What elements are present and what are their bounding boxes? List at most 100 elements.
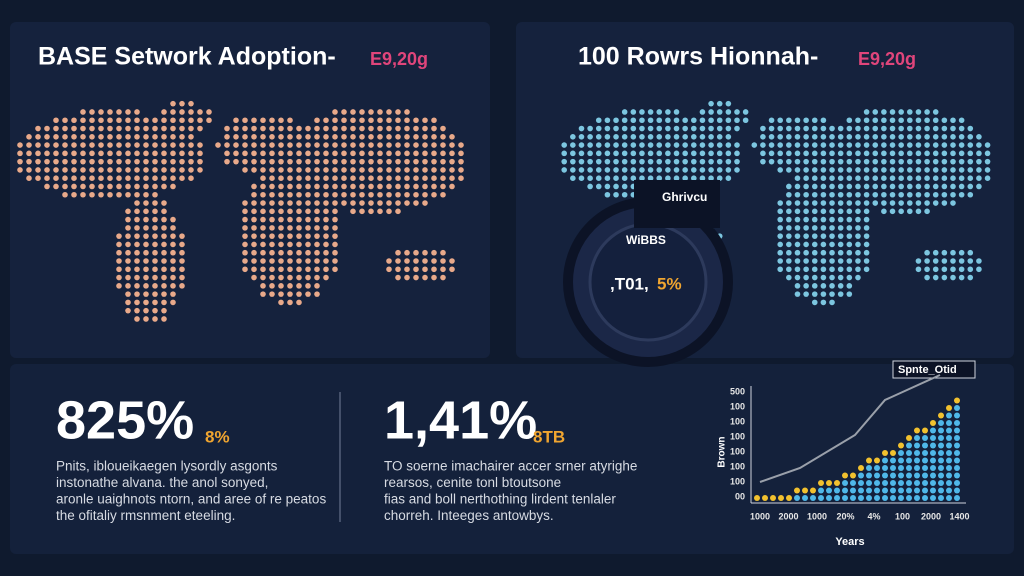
panel-title: 100 Rowrs Hionnah- xyxy=(578,43,818,71)
chart-dot xyxy=(906,442,912,449)
map-dot xyxy=(803,175,809,181)
map-dot xyxy=(251,241,257,248)
gauge-card xyxy=(634,180,720,228)
map-dot xyxy=(26,142,32,148)
y-tick-label: 100 xyxy=(730,446,745,456)
map-dot xyxy=(332,208,338,215)
map-dot xyxy=(269,117,275,124)
map-dot xyxy=(125,167,131,173)
map-dot xyxy=(604,142,611,148)
map-dot xyxy=(889,158,896,165)
map-dot xyxy=(855,266,861,273)
map-dot xyxy=(855,241,861,248)
map-dot xyxy=(846,175,853,181)
map-dot xyxy=(924,167,930,173)
map-dot xyxy=(287,158,293,165)
map-dot xyxy=(630,117,637,124)
map-dot xyxy=(811,191,818,198)
map-dot xyxy=(803,158,809,165)
map-dot xyxy=(89,117,95,124)
map-dot xyxy=(837,191,844,198)
map-dot xyxy=(958,191,965,198)
map-dot xyxy=(777,150,783,157)
map-dot xyxy=(915,109,922,115)
chart-dot xyxy=(946,405,952,411)
map-dot xyxy=(578,125,585,132)
map-dot xyxy=(837,200,844,206)
map-dot xyxy=(803,142,809,148)
map-dot xyxy=(170,241,176,248)
map-dot xyxy=(786,191,792,198)
map-dot xyxy=(932,167,939,173)
map-dot xyxy=(134,109,140,115)
map-dot xyxy=(725,158,732,165)
map-dot xyxy=(143,299,149,306)
map-dot xyxy=(116,150,122,157)
chart-dot xyxy=(914,457,920,464)
map-dot xyxy=(170,100,176,107)
map-dot xyxy=(332,191,338,198)
map-dot xyxy=(846,134,853,140)
map-dot xyxy=(578,167,585,173)
map-dot xyxy=(941,150,948,157)
map-dot xyxy=(976,150,982,157)
map-dot xyxy=(359,208,365,215)
map-dot xyxy=(125,117,131,124)
map-dot xyxy=(170,158,176,165)
map-dot xyxy=(305,142,311,148)
map-dot xyxy=(368,167,374,173)
map-dot xyxy=(665,150,671,157)
map-dot xyxy=(287,266,293,273)
map-dot xyxy=(768,150,775,157)
map-dot xyxy=(803,216,809,223)
map-dot xyxy=(621,134,628,140)
map-dot xyxy=(855,233,861,239)
map-dot xyxy=(332,167,338,173)
map-dot xyxy=(924,175,930,181)
chart-dot xyxy=(946,487,952,494)
map-dot xyxy=(197,125,203,132)
map-dot xyxy=(647,142,654,148)
map-dot xyxy=(152,175,158,181)
map-dot xyxy=(647,134,654,140)
map-dot xyxy=(863,134,870,140)
chart-dot xyxy=(922,457,928,464)
map-dot xyxy=(889,208,896,215)
chart-dot xyxy=(954,397,960,404)
map-dot xyxy=(296,150,302,157)
map-dot xyxy=(881,150,887,157)
map-dot xyxy=(422,183,428,190)
map-dot xyxy=(820,266,827,273)
map-dot xyxy=(323,225,329,231)
map-dot xyxy=(404,150,410,157)
map-dot xyxy=(665,158,671,165)
chart-dot xyxy=(858,495,864,501)
chart-dot xyxy=(954,442,960,449)
map-dot xyxy=(251,167,257,173)
stat-value: 1,41% xyxy=(384,390,537,450)
map-dot xyxy=(413,266,419,273)
map-dot xyxy=(296,191,302,198)
map-dot xyxy=(630,125,637,132)
map-dot xyxy=(152,125,158,132)
chart-dot xyxy=(906,495,912,501)
map-dot xyxy=(595,142,602,148)
chart-dot xyxy=(882,480,888,486)
map-dot xyxy=(161,241,167,248)
map-dot xyxy=(829,274,835,281)
map-dot xyxy=(941,191,948,198)
map-dot xyxy=(829,266,835,273)
map-dot xyxy=(350,109,356,115)
chart-dot xyxy=(938,442,944,449)
map-dot xyxy=(287,150,293,157)
map-dot xyxy=(152,191,158,198)
map-dot xyxy=(386,150,392,157)
map-dot xyxy=(62,183,68,190)
map-dot xyxy=(932,142,939,148)
map-dot xyxy=(395,266,401,273)
map-dot xyxy=(188,100,194,107)
x-tick-label: 1400 xyxy=(949,511,969,521)
map-dot xyxy=(332,225,338,231)
map-dot xyxy=(332,200,338,206)
map-dot xyxy=(786,142,792,148)
